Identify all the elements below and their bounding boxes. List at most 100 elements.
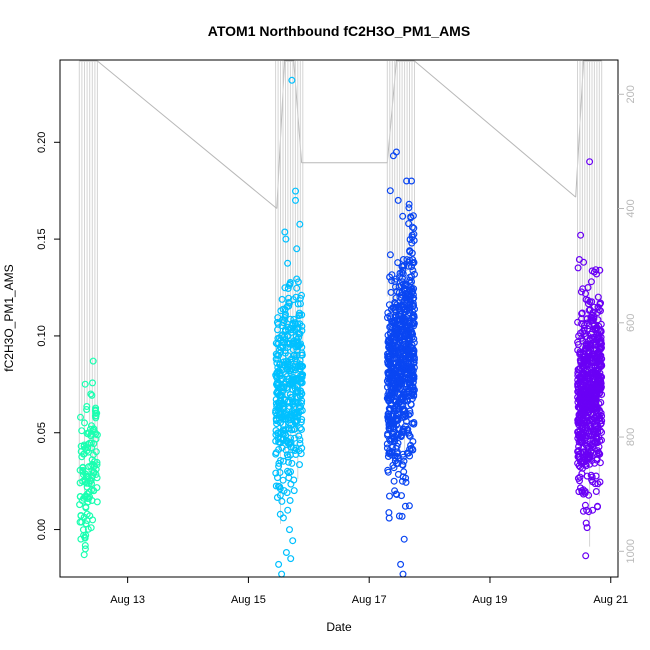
altitude-connector xyxy=(414,60,577,198)
data-point xyxy=(411,270,419,278)
data-point xyxy=(283,339,291,347)
data-point xyxy=(400,468,408,476)
data-point xyxy=(82,520,90,528)
data-point xyxy=(581,432,589,440)
data-point xyxy=(81,545,89,553)
data-point xyxy=(281,395,289,403)
data-point xyxy=(87,422,95,430)
data-point xyxy=(402,349,410,357)
data-point xyxy=(81,533,89,541)
data-point xyxy=(583,387,591,395)
data-point xyxy=(297,300,305,308)
data-point xyxy=(408,263,416,271)
data-point xyxy=(284,506,292,514)
data-point xyxy=(298,426,306,434)
data-point xyxy=(81,541,89,549)
data-point xyxy=(398,512,406,520)
data-point xyxy=(387,288,395,296)
data-point xyxy=(590,313,598,321)
data-point xyxy=(399,450,407,458)
data-point xyxy=(579,443,587,451)
data-point xyxy=(582,407,590,415)
data-point xyxy=(401,369,409,377)
data-point xyxy=(405,431,413,439)
data-point xyxy=(580,258,588,266)
data-point xyxy=(89,516,97,524)
data-point xyxy=(407,401,415,409)
data-point xyxy=(591,439,599,447)
data-point xyxy=(400,316,408,324)
data-point xyxy=(588,389,596,397)
data-point xyxy=(579,490,587,498)
y-axis-label: fC2H3O_PM1_AMS xyxy=(2,264,16,371)
data-point xyxy=(575,421,583,429)
data-point xyxy=(406,276,414,284)
data-point xyxy=(386,448,394,456)
data-point xyxy=(399,341,407,349)
data-point xyxy=(389,420,397,428)
data-point xyxy=(577,411,585,419)
data-point xyxy=(585,306,593,314)
data-point xyxy=(385,424,393,432)
data-point xyxy=(90,458,98,466)
data-point xyxy=(86,477,94,485)
data-point xyxy=(578,310,586,318)
data-point xyxy=(397,354,405,362)
x-axis: Aug 13 Aug 15 Aug 17 Aug 19 Aug 21 xyxy=(110,577,628,606)
y2-tick-label: 400 xyxy=(625,199,637,217)
data-point xyxy=(289,346,297,354)
data-point xyxy=(403,177,411,185)
data-point xyxy=(291,326,299,334)
data-point xyxy=(284,358,292,366)
data-point xyxy=(596,385,604,393)
data-point xyxy=(596,450,604,458)
data-point xyxy=(285,474,293,482)
data-point xyxy=(384,453,392,461)
data-point xyxy=(384,360,392,368)
data-point xyxy=(386,361,394,369)
data-point xyxy=(275,560,283,568)
data-point xyxy=(385,509,393,517)
data-point xyxy=(387,305,395,313)
data-point xyxy=(406,256,414,264)
data-point xyxy=(296,309,304,317)
data-point xyxy=(278,570,286,578)
data-point xyxy=(582,361,590,369)
data-point xyxy=(407,214,415,222)
data-point xyxy=(287,480,295,488)
data-point xyxy=(394,390,402,398)
data-point xyxy=(87,476,95,484)
data-point xyxy=(284,453,292,461)
data-point xyxy=(277,307,285,315)
data-point xyxy=(398,396,406,404)
data-point xyxy=(285,469,293,477)
data-point xyxy=(298,322,306,330)
data-point xyxy=(397,560,405,568)
data-point xyxy=(394,259,402,267)
data-point xyxy=(589,506,597,514)
data-point xyxy=(274,326,282,334)
data-point xyxy=(406,432,414,440)
data-point xyxy=(576,473,584,481)
data-point xyxy=(402,478,410,486)
data-point xyxy=(286,279,294,287)
data-point xyxy=(385,379,393,387)
data-point xyxy=(284,259,292,267)
data-point xyxy=(595,400,603,408)
data-point xyxy=(407,283,415,291)
data-point xyxy=(409,374,417,382)
data-point xyxy=(284,361,292,369)
data-point xyxy=(399,212,407,220)
data-point xyxy=(593,502,601,510)
data-point xyxy=(597,345,605,353)
data-point xyxy=(390,404,398,412)
data-point xyxy=(399,570,407,578)
data-point xyxy=(387,315,395,323)
data-point xyxy=(294,363,302,371)
data-point xyxy=(288,76,296,84)
data-point xyxy=(574,434,582,442)
data-point xyxy=(574,416,582,424)
data-point xyxy=(589,449,597,457)
data-point xyxy=(408,328,416,336)
altitude-line xyxy=(386,60,415,163)
